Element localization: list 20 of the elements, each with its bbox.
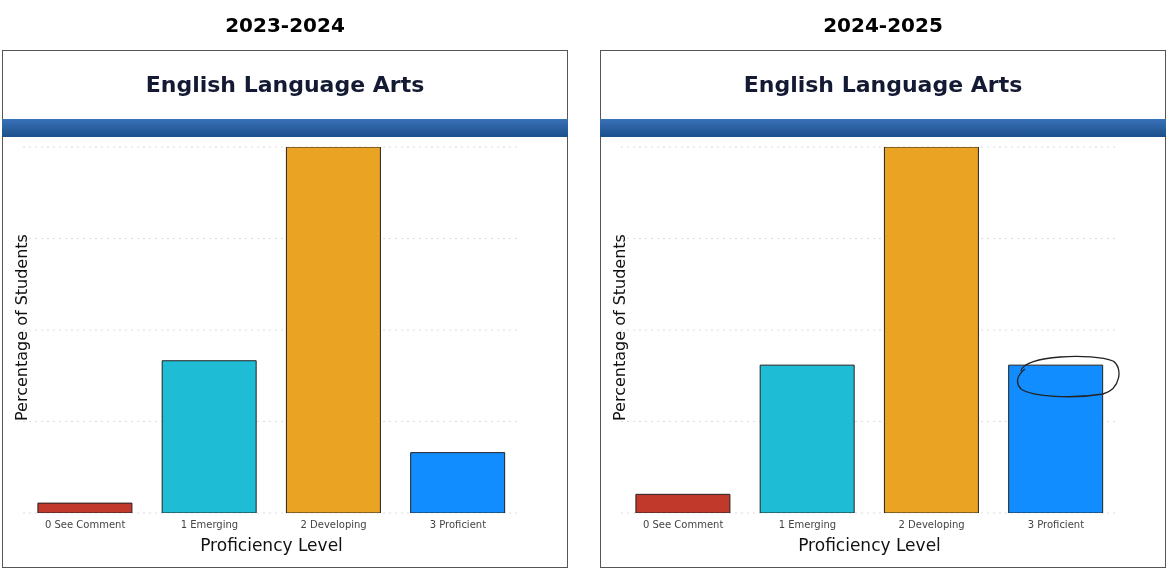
bar	[37, 502, 133, 513]
x-tick-label: 2 Developing	[898, 519, 965, 531]
x-tick-label: 1 Emerging	[180, 519, 239, 531]
y-axis-title: Percentage of Students	[609, 233, 629, 421]
x-axis-title: Proficiency Level	[798, 535, 941, 555]
chart-subtitle: English Language Arts	[600, 50, 1166, 119]
chart-title: 2024-2025	[822, 12, 944, 39]
bar	[410, 452, 506, 513]
x-tick-label: 3 Proficient	[429, 519, 487, 531]
x-tick-label: 3 Proficient	[1027, 519, 1085, 531]
bar	[285, 147, 381, 513]
x-tick-label: 2 Developing	[300, 519, 367, 531]
x-tick-label: 0 See Comment	[642, 519, 724, 531]
chart-title: 2023-2024	[224, 12, 346, 39]
x-tick-label: 1 Emerging	[778, 519, 837, 531]
y-axis-title: Percentage of Students	[11, 233, 31, 421]
bar	[161, 360, 257, 513]
chart-subtitle: English Language Arts	[2, 50, 568, 119]
x-axis-title: Proficiency Level	[200, 535, 343, 555]
x-tick-label: 0 See Comment	[44, 519, 126, 531]
